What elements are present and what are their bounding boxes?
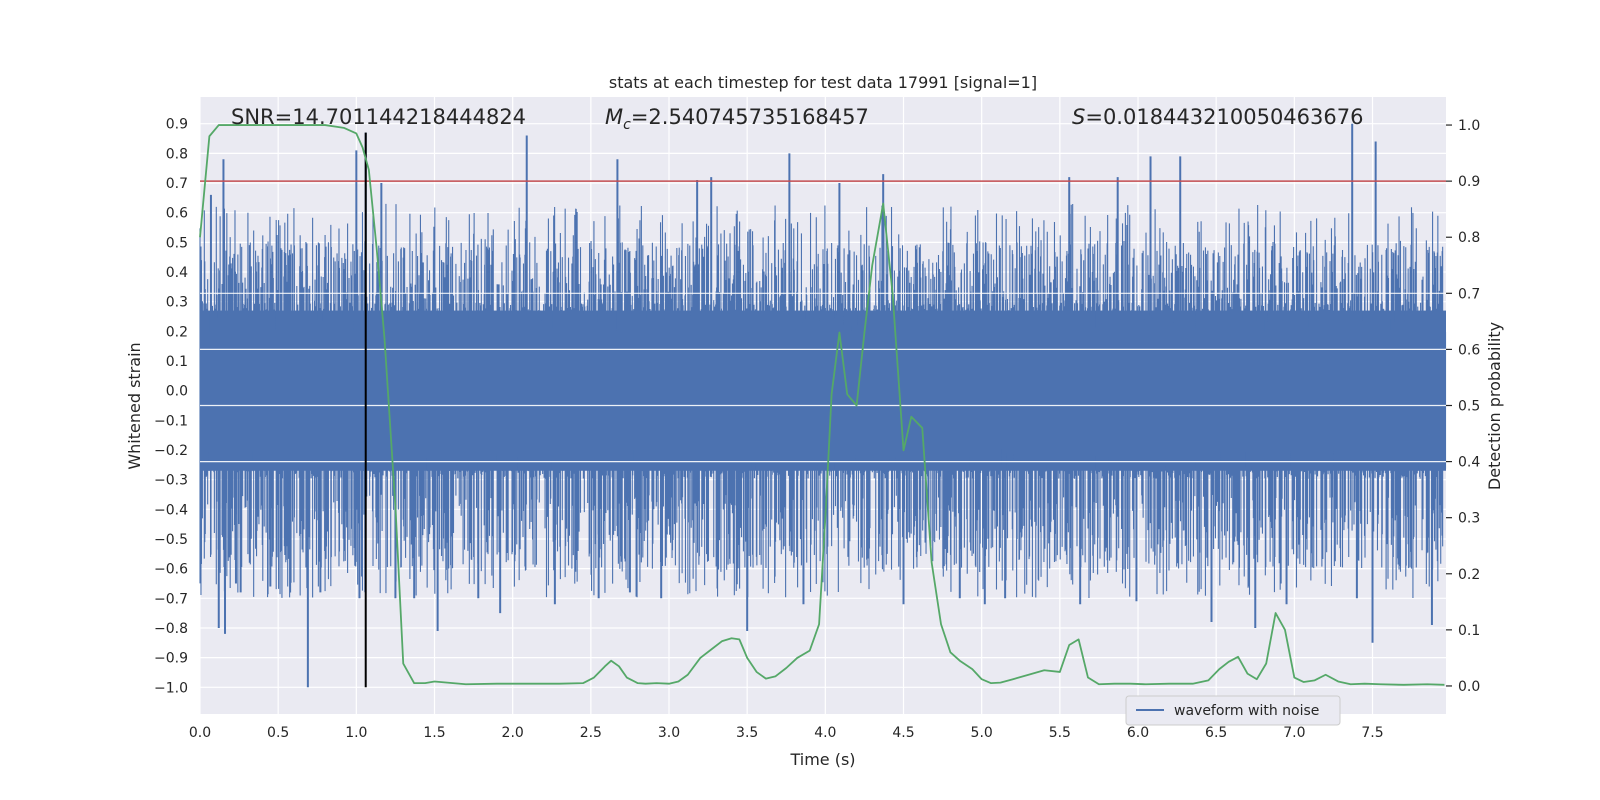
y-right-tick-label-4: 0.6 — [1458, 342, 1480, 358]
chirp-mass-value: =2.540745735168457 — [631, 105, 869, 129]
x-tick-label-9: 4.5 — [892, 725, 914, 741]
y-axis-right-label: Detection probability — [1485, 322, 1504, 490]
y-left-tick-label-8: 0.1 — [166, 354, 188, 370]
y-left-tick-labels: 0.9 0.8 0.7 0.6 0.5 0.4 0.3 0.2 0.1 0.0 −0.1 −0.2 −0… — [154, 117, 188, 697]
x-tick-label-6: 3.0 — [658, 725, 680, 741]
detection-probability-line — [199, 124, 1445, 686]
x-tick-label-2: 1.0 — [345, 725, 367, 741]
legend-label: waveform with noise — [1174, 703, 1319, 719]
y-left-tick-label-3: 0.6 — [166, 206, 188, 222]
y-right-tick-label-7: 0.3 — [1458, 511, 1480, 527]
y-left-tick-label-12: −0.3 — [154, 473, 188, 489]
y-left-tick-label-18: −0.9 — [154, 651, 188, 667]
y-left-tick-label-16: −0.7 — [154, 591, 188, 607]
legend-box — [1125, 695, 1341, 726]
x-tick-label-5: 2.5 — [580, 725, 602, 741]
x-tick-label-12: 6.0 — [1127, 725, 1149, 741]
x-tick-label-7: 3.5 — [736, 725, 758, 741]
s-symbol: S — [1072, 105, 1085, 129]
chirp-mass-symbol: M — [605, 105, 623, 129]
y-right-tick-labels: 1.0 0.9 0.8 0.7 0.6 0.5 0.4 0.3 0.2 0.1 0.0 — [1446, 118, 1480, 695]
y-right-tick-label-8: 0.2 — [1458, 567, 1480, 583]
x-tick-label-8: 4.0 — [814, 725, 836, 741]
x-tick-label-13: 6.5 — [1205, 725, 1227, 741]
x-tick-label-1: 0.5 — [267, 725, 289, 741]
y-left-tick-label-6: 0.3 — [166, 295, 188, 311]
y-left-tick-label-9: 0.0 — [166, 384, 188, 400]
y-left-tick-label-13: −0.4 — [154, 502, 188, 518]
y-left-tick-label-1: 0.8 — [166, 146, 188, 162]
y-axis-left-label: Whitened strain — [125, 342, 144, 469]
y-left-tick-label-2: 0.7 — [166, 176, 188, 192]
y-left-tick-label-7: 0.2 — [166, 324, 188, 340]
x-axis-label: Time (s) — [789, 750, 855, 769]
x-tick-label-15: 7.5 — [1361, 725, 1383, 741]
x-tick-label-4: 2.0 — [502, 725, 524, 741]
chirp-mass-subscript: c — [623, 117, 631, 133]
y-right-tick-label-0: 1.0 — [1458, 118, 1480, 134]
x-tick-label-3: 1.5 — [423, 725, 445, 741]
y-right-tick-label-1: 0.9 — [1458, 174, 1480, 190]
x-tick-label-10: 5.0 — [971, 725, 993, 741]
y-left-tick-label-19: −1.0 — [154, 680, 188, 696]
chart-title: stats at each timestep for test data 179… — [609, 73, 1037, 92]
snr-annotation: SNR=14.701144218444824 — [231, 105, 526, 129]
y-right-tick-label-9: 0.1 — [1458, 623, 1480, 639]
y-left-tick-label-14: −0.5 — [154, 532, 188, 548]
x-tick-label-11: 5.5 — [1049, 725, 1071, 741]
y-right-tick-label-10: 0.0 — [1458, 679, 1480, 695]
y-left-tick-label-0: 0.9 — [166, 117, 188, 133]
y-left-tick-label-11: −0.2 — [154, 443, 188, 459]
y-left-tick-label-5: 0.4 — [166, 265, 188, 281]
y-right-tick-label-2: 0.8 — [1458, 230, 1480, 246]
x-tick-label-0: 0.0 — [189, 725, 211, 741]
s-annotation: S=0.018443210050463676 — [1072, 105, 1363, 129]
y-left-tick-label-15: −0.6 — [154, 562, 188, 578]
detection-probability-series — [199, 124, 1445, 686]
y-left-tick-label-17: −0.8 — [154, 621, 188, 637]
x-tick-labels: 0.0 0.5 1.0 1.5 2.0 2.5 3.0 3.5 4.0 4.5 5.0 5.5 6.0 6… — [189, 725, 1384, 741]
y-right-tick-label-6: 0.4 — [1458, 455, 1480, 471]
x-tick-label-14: 7.0 — [1283, 725, 1305, 741]
y-right-tick-label-5: 0.5 — [1458, 399, 1480, 415]
y-left-tick-label-10: −0.1 — [154, 413, 188, 429]
y-left-tick-label-4: 0.5 — [166, 235, 188, 251]
overlay-lines — [200, 132, 1446, 688]
y-right-tick-label-3: 0.7 — [1458, 286, 1480, 302]
legend: waveform with noise — [1125, 695, 1341, 726]
s-value: =0.018443210050463676 — [1085, 105, 1363, 129]
waveform-series — [199, 123, 1447, 688]
chirp-mass-annotation: Mc=2.540745735168457 — [605, 105, 869, 133]
